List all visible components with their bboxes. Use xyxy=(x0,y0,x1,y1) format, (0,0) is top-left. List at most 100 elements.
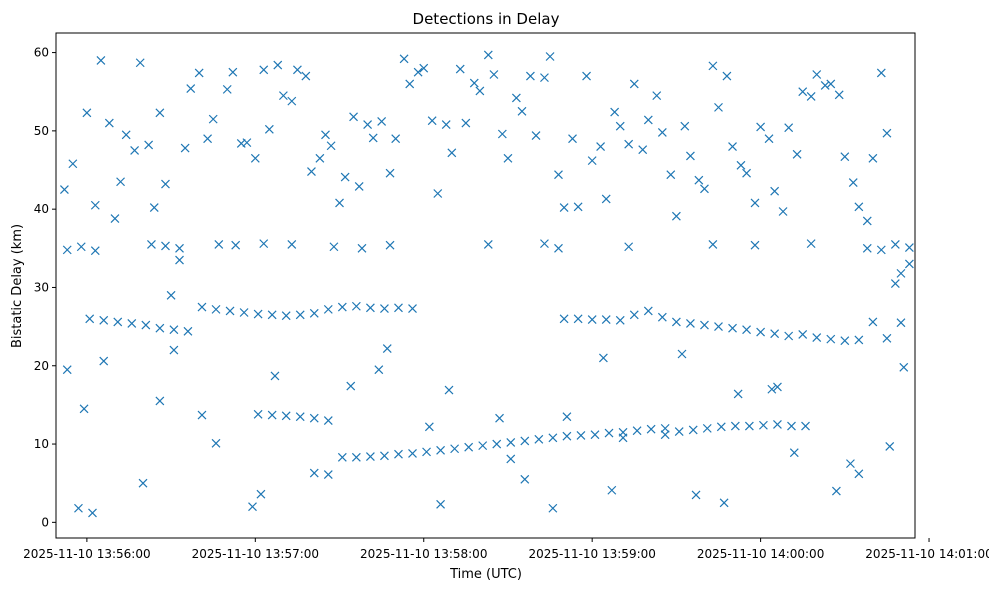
detection-marker xyxy=(686,319,695,328)
detection-marker xyxy=(242,138,252,148)
detection-marker xyxy=(582,71,591,81)
detection-marker xyxy=(686,151,695,161)
detection-marker xyxy=(483,239,493,249)
detection-marker xyxy=(899,362,909,372)
detection-marker xyxy=(231,240,241,250)
detection-marker xyxy=(876,68,886,78)
detection-marker xyxy=(323,470,333,480)
detection-marker xyxy=(576,431,586,440)
detection-marker xyxy=(904,259,914,269)
detection-marker xyxy=(812,333,822,342)
y-axis-ticks: 0 10 20 30 40 50 60 xyxy=(34,46,56,529)
detection-marker xyxy=(183,326,193,336)
detection-marker xyxy=(239,308,249,317)
detection-marker xyxy=(728,142,737,151)
detection-marker xyxy=(674,427,684,436)
detection-marker xyxy=(82,108,92,118)
detection-marker xyxy=(587,156,597,166)
detection-marker xyxy=(228,67,238,77)
y-tick-label: 20 xyxy=(34,359,49,373)
detection-marker xyxy=(854,202,864,212)
detection-marker xyxy=(270,371,280,381)
y-tick-label: 40 xyxy=(34,202,49,216)
detection-marker xyxy=(287,239,297,249)
chart-title: Detections in Delay xyxy=(413,10,560,28)
detection-marker xyxy=(99,315,109,325)
detection-marker xyxy=(792,149,802,159)
detection-marker xyxy=(750,198,760,208)
detection-marker xyxy=(596,142,606,151)
detection-marker xyxy=(742,168,751,178)
detection-marker xyxy=(169,345,179,355)
detection-marker xyxy=(652,91,662,101)
detection-marker xyxy=(826,334,836,344)
detection-marker xyxy=(548,433,558,443)
detection-marker xyxy=(203,134,213,144)
detection-marker xyxy=(250,153,260,163)
detection-marker xyxy=(394,449,403,459)
y-tick-label: 50 xyxy=(34,124,49,138)
detection-marker xyxy=(671,317,681,327)
detection-marker xyxy=(374,365,384,375)
detection-marker xyxy=(904,243,914,252)
detection-marker xyxy=(756,122,766,132)
detection-marker xyxy=(222,84,232,94)
y-tick-label: 10 xyxy=(34,437,49,451)
detection-marker xyxy=(144,140,154,150)
detection-marker xyxy=(730,421,740,431)
detection-marker xyxy=(315,153,325,163)
detection-marker xyxy=(643,306,653,316)
detection-marker xyxy=(520,436,530,446)
detection-marker xyxy=(666,170,676,180)
x-tick-label: 2025-11-10 14:01:00 xyxy=(865,547,989,561)
detection-marker xyxy=(88,508,97,518)
detection-marker xyxy=(643,115,653,125)
detection-marker xyxy=(680,121,690,131)
detection-marker xyxy=(545,52,555,61)
detection-marker xyxy=(862,216,872,226)
detection-marker xyxy=(540,239,549,249)
detection-marker xyxy=(719,498,729,508)
x-tick-label: 2025-11-10 14:00:00 xyxy=(697,547,824,561)
detection-marker xyxy=(186,84,196,94)
detection-marker xyxy=(413,67,423,77)
x-axis-ticks: 2025-11-10 13:56:00 2025-11-10 13:57:00 20… xyxy=(23,538,989,561)
detection-marker xyxy=(180,143,190,153)
detection-marker xyxy=(598,353,608,363)
detection-marker xyxy=(478,441,488,451)
y-tick-label: 60 xyxy=(34,46,49,60)
detection-marker xyxy=(368,133,378,143)
detection-marker xyxy=(573,314,583,324)
detection-marker xyxy=(854,469,864,479)
detection-marker xyxy=(483,50,493,60)
detection-marker xyxy=(340,172,350,182)
detection-marker xyxy=(444,385,454,395)
detection-marker xyxy=(351,301,361,311)
detection-marker xyxy=(90,246,100,256)
detection-marker xyxy=(517,106,527,116)
detection-marker xyxy=(309,308,319,318)
detection-marker xyxy=(394,303,403,313)
detection-marker xyxy=(267,310,277,320)
detection-marker xyxy=(385,240,395,250)
detection-marker xyxy=(337,302,347,312)
detection-marker xyxy=(135,58,145,68)
detection-marker xyxy=(256,489,266,499)
detection-marker xyxy=(789,448,799,458)
detection-marker xyxy=(90,200,100,210)
detection-marker xyxy=(587,315,597,324)
detection-marker xyxy=(155,396,165,406)
detection-marker xyxy=(615,121,625,131)
detection-marker xyxy=(85,314,95,324)
y-axis-label: Bistatic Delay (km) xyxy=(10,224,25,348)
detection-marker xyxy=(511,93,521,103)
detection-marker xyxy=(885,441,895,451)
detection-marker xyxy=(295,310,305,320)
detection-marker xyxy=(391,134,401,144)
detection-marker xyxy=(820,81,830,90)
detection-marker xyxy=(890,239,900,249)
detection-marker xyxy=(657,128,667,137)
detection-marker xyxy=(309,413,319,423)
detection-marker xyxy=(248,502,257,512)
